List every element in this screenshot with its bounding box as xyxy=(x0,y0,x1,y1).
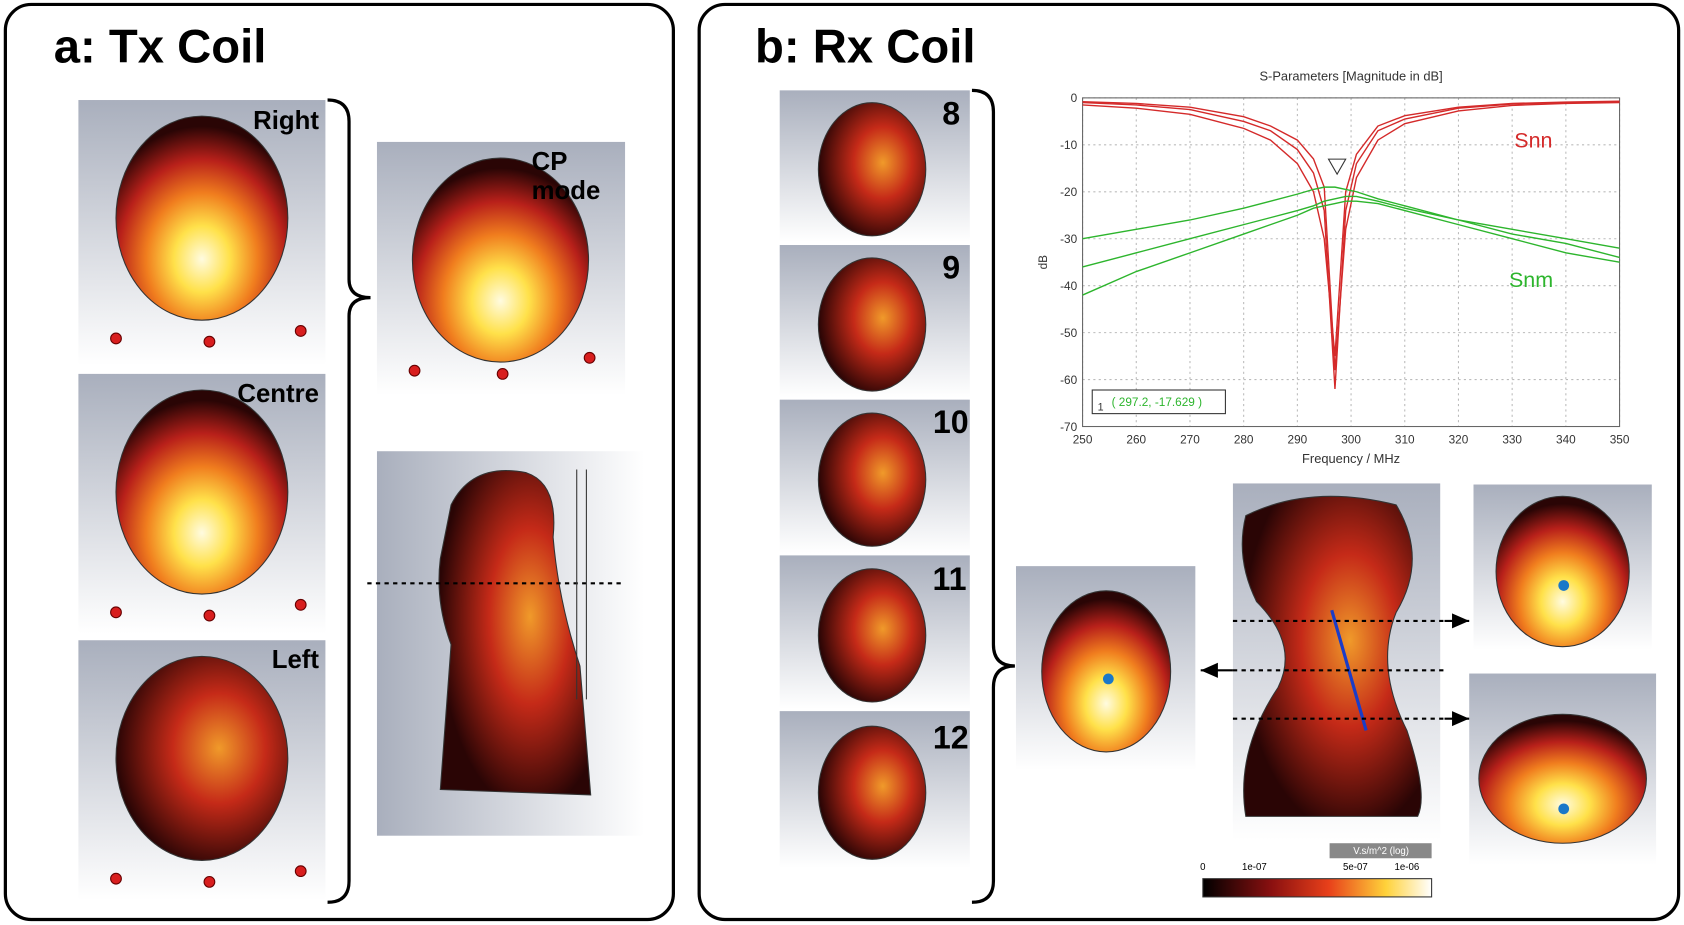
y-tick-label: -30 xyxy=(1060,232,1077,246)
arrow-head xyxy=(1452,711,1470,727)
series-line xyxy=(1082,100,1620,389)
series-annotation: Snn xyxy=(1514,128,1552,152)
field-map xyxy=(1478,713,1647,844)
element-label: 12 xyxy=(933,720,969,756)
probe-dot xyxy=(1102,673,1114,685)
colorbar-tick: 0 xyxy=(1200,862,1205,873)
coil-dot xyxy=(408,364,421,377)
panel-a-frame xyxy=(3,2,675,922)
y-tick-label: -50 xyxy=(1060,326,1077,340)
x-tick-label: 300 xyxy=(1341,433,1361,447)
y-axis-label: dB xyxy=(1036,255,1050,270)
panel-b-title: b: Rx Coil xyxy=(755,20,976,73)
probe-dot xyxy=(1558,580,1570,591)
coil-dot xyxy=(496,367,509,380)
arrow-head xyxy=(1452,613,1470,629)
brace xyxy=(327,98,371,904)
y-tick-label: -70 xyxy=(1060,420,1077,434)
panel-b-frame xyxy=(697,2,1681,922)
coil-dot xyxy=(203,875,216,888)
y-tick-label: -10 xyxy=(1060,138,1077,152)
colorbar-tick: 5e-07 xyxy=(1343,862,1368,873)
probe-dot xyxy=(1558,803,1570,815)
neck-map xyxy=(1241,495,1422,817)
x-tick-label: 310 xyxy=(1395,433,1415,447)
colorbar-tick: 1e-06 xyxy=(1395,862,1420,873)
colorbar xyxy=(1202,878,1433,898)
field-map xyxy=(817,102,927,237)
marker-triangle xyxy=(1327,158,1347,176)
x-tick-label: 290 xyxy=(1288,433,1308,447)
x-axis-label: Frequency / MHz xyxy=(1302,451,1400,466)
field-map xyxy=(817,412,927,547)
body-side-map xyxy=(438,470,592,796)
coil-dot xyxy=(203,335,216,348)
x-tick-label: 260 xyxy=(1126,433,1146,447)
cp-label: CP xyxy=(532,148,568,176)
position-label: Left xyxy=(272,646,320,674)
y-tick-label: -60 xyxy=(1060,373,1077,387)
y-tick-label: 0 xyxy=(1071,91,1078,105)
field-map xyxy=(411,157,590,363)
field-map xyxy=(817,257,927,392)
field-map xyxy=(1041,590,1172,753)
y-tick-label: -20 xyxy=(1060,185,1077,199)
element-label: 8 xyxy=(942,96,960,132)
coil-dot xyxy=(110,872,122,885)
colorbar-title: V.s/m^2 (log) xyxy=(1353,846,1409,857)
field-map xyxy=(115,655,289,861)
series-annotation: Snm xyxy=(1509,268,1553,292)
s-parameter-chart: S-Parameters [Magnitude in dB] Frequency… xyxy=(1036,69,1630,466)
x-tick-label: 250 xyxy=(1073,433,1093,447)
series-line xyxy=(1082,100,1620,371)
coil-dot xyxy=(110,332,122,345)
x-tick-label: 330 xyxy=(1502,433,1522,447)
position-label: Right xyxy=(253,107,319,135)
panel-a-title: a: Tx Coil xyxy=(54,20,267,73)
field-map xyxy=(115,115,289,321)
cp-label: mode xyxy=(532,177,601,205)
element-label: 11 xyxy=(933,561,967,597)
coil-dot xyxy=(294,325,307,337)
element-label: 10 xyxy=(933,404,969,440)
colorbar-tick: 1e-07 xyxy=(1242,862,1267,873)
brace xyxy=(971,88,1015,904)
chart-title: S-Parameters [Magnitude in dB] xyxy=(1259,69,1442,84)
marker-box xyxy=(1091,389,1226,415)
series-line xyxy=(1082,195,1620,268)
x-tick-label: 340 xyxy=(1556,433,1576,447)
x-tick-label: 350 xyxy=(1610,433,1630,447)
coil-dot xyxy=(294,598,307,611)
colorbar-title-box xyxy=(1329,843,1432,859)
coil-dot xyxy=(583,351,596,364)
plot-frame xyxy=(1082,97,1621,428)
series-line xyxy=(1082,100,1620,357)
marker-label: 1 xyxy=(1098,401,1104,413)
field-map xyxy=(817,568,927,703)
marker-text: ( 297.2, -17.629 ) xyxy=(1112,395,1203,409)
coil-dot xyxy=(203,609,216,622)
field-map xyxy=(1495,495,1630,648)
x-tick-label: 320 xyxy=(1449,433,1469,447)
arrow-head xyxy=(1200,662,1218,678)
series-line xyxy=(1082,200,1620,296)
element-label: 9 xyxy=(942,249,960,285)
coil-dot xyxy=(110,606,122,619)
x-tick-label: 280 xyxy=(1234,433,1254,447)
x-tick-label: 270 xyxy=(1180,433,1200,447)
field-map xyxy=(115,389,289,595)
coil-dot xyxy=(294,865,307,878)
position-label: Centre xyxy=(237,380,319,408)
series-line xyxy=(1082,186,1620,249)
field-map xyxy=(817,725,927,860)
images xyxy=(78,88,1657,904)
y-tick-label: -40 xyxy=(1060,279,1077,293)
